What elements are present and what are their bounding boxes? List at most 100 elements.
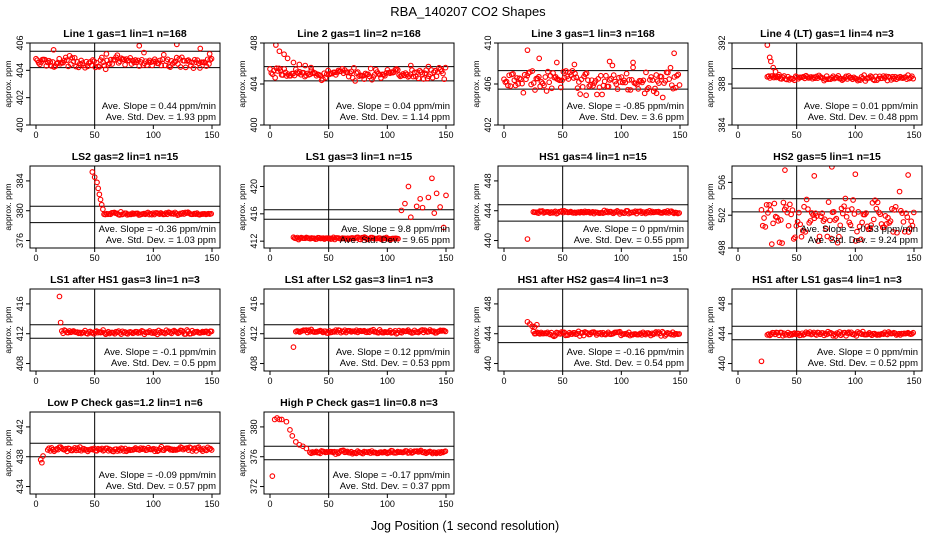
data-point	[323, 71, 330, 78]
data-points	[33, 43, 215, 73]
data-point	[302, 62, 309, 69]
slope-annotation: Ave. Slope = -0.85 ppm/min	[567, 101, 684, 112]
data-point	[894, 229, 900, 236]
data-point	[582, 208, 588, 215]
data-point	[437, 204, 443, 210]
data-point	[896, 247, 900, 248]
data-point	[167, 64, 174, 70]
slope-annotation: Ave. Slope = -0.16 ppm/min	[567, 347, 684, 358]
data-point	[197, 65, 203, 71]
data-point	[273, 43, 279, 48]
y-axis-label: approx. ppm	[3, 60, 13, 107]
data-point	[100, 206, 106, 213]
x-tick-label: 150	[906, 376, 921, 386]
data-points	[758, 328, 917, 365]
data-point	[536, 55, 543, 62]
y-tick-label: 376	[15, 233, 25, 248]
std-dev-annotation: Ave. Std. Dev. = 0.52 ppm	[808, 358, 918, 369]
x-tick-label: 50	[90, 499, 100, 509]
chart-panel: Line 4 (LT) gas=1 lin=4 n=3 0 50 100 150 384 3…	[705, 28, 923, 140]
plot-frame	[263, 165, 455, 249]
data-point	[829, 74, 835, 81]
y-tick-label: 440	[483, 233, 493, 248]
plot-frame	[29, 165, 221, 249]
data-point	[351, 65, 357, 71]
data-point	[832, 217, 838, 223]
data-point	[867, 225, 873, 232]
data-point	[900, 219, 907, 225]
data-point	[837, 222, 844, 229]
x-tick-label: 100	[614, 376, 629, 386]
data-point	[767, 207, 774, 213]
data-point	[433, 190, 440, 197]
data-point	[78, 330, 85, 337]
data-point	[803, 196, 810, 203]
data-point	[805, 206, 811, 212]
y-tick-label: 400	[249, 117, 259, 132]
data-point	[348, 68, 355, 75]
data-point	[565, 76, 572, 82]
x-tick-label: 0	[501, 253, 506, 263]
data-point	[585, 208, 592, 215]
std-dev-annotation: Ave. Std. Dev. = 1.14 ppm	[340, 112, 450, 123]
data-point	[442, 328, 449, 335]
y-tick-label: 440	[483, 356, 493, 371]
data-point	[367, 65, 374, 72]
chart-panel: Line 2 gas=1 lin=2 n=168 0 50 100 150 400 404 4…	[237, 28, 455, 140]
data-point	[105, 61, 112, 68]
data-point	[158, 62, 165, 69]
data-point	[787, 201, 793, 208]
data-point	[352, 78, 359, 84]
data-point	[150, 210, 156, 217]
data-point	[56, 293, 63, 300]
data-point	[772, 68, 779, 75]
data-point	[402, 70, 409, 76]
plot-frame	[29, 42, 221, 126]
data-point	[602, 209, 609, 216]
y-tick-label: 402	[483, 117, 493, 132]
x-tick-label: 0	[735, 253, 740, 263]
data-point	[440, 224, 447, 231]
std-dev-annotation: Ave. Std. Dev. = 0.57 ppm	[106, 481, 216, 492]
data-point	[530, 80, 537, 86]
data-point	[630, 59, 636, 66]
data-point	[787, 330, 794, 337]
data-point	[852, 171, 859, 178]
y-tick-label: 416	[15, 296, 25, 311]
data-point	[641, 209, 648, 216]
chart-panel: HS1 gas=4 lin=1 n=15 0 50 100 150 440 444 448ap…	[471, 151, 689, 263]
y-tick-label: 412	[15, 326, 25, 341]
data-point	[622, 79, 629, 86]
chart-panel: High P Check gas=1 lin=0.8 n=3 0 50 100 150 3…	[237, 397, 455, 509]
x-tick-label: 150	[672, 253, 687, 263]
data-point	[599, 91, 605, 98]
data-point	[641, 90, 648, 97]
data-point	[586, 83, 593, 90]
data-point	[606, 77, 613, 83]
std-dev-annotation: Ave. Std. Dev. = 1.03 ppm	[106, 235, 216, 246]
data-point	[115, 446, 122, 453]
x-tick-label: 0	[267, 253, 272, 263]
y-tick-label: 410	[483, 35, 493, 50]
data-point	[590, 83, 596, 89]
data-point	[91, 174, 98, 181]
plot-frame	[731, 165, 923, 249]
data-point	[71, 55, 78, 61]
plot-frame	[497, 288, 689, 372]
y-tick-label: 404	[249, 76, 259, 91]
data-point	[601, 78, 608, 85]
data-point	[148, 59, 154, 66]
data-point	[765, 209, 771, 216]
panel-title: Low P Check gas=1.2 lin=1 n=6	[47, 397, 202, 409]
data-point	[296, 61, 303, 68]
y-tick-label: 506	[717, 175, 727, 190]
y-tick-label: 408	[249, 35, 259, 50]
data-point	[281, 66, 288, 72]
data-point	[508, 36, 513, 41]
data-point	[638, 210, 645, 217]
data-point	[128, 211, 135, 218]
data-point	[604, 331, 610, 337]
data-point	[887, 218, 894, 224]
y-tick-label: 434	[15, 479, 25, 494]
plot-frame	[263, 411, 455, 495]
